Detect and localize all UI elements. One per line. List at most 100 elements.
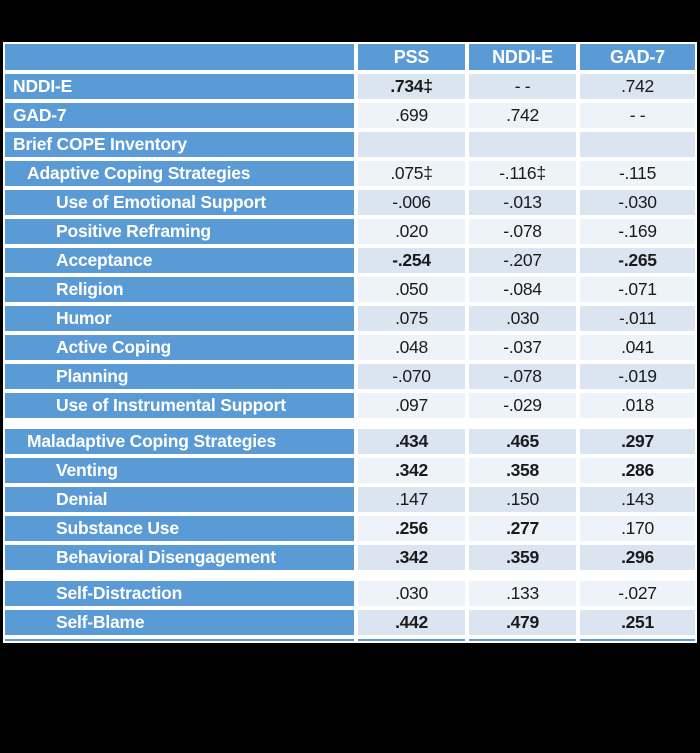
value-cell: .342 xyxy=(356,543,467,572)
table-row: NDDI-E .734‡ - - .742 xyxy=(3,72,697,101)
value-cell: .170 xyxy=(578,514,697,543)
table-row: Active Coping .048 -.037.041 xyxy=(3,333,697,362)
table-row: Self-Distraction .030.133 -.027 xyxy=(3,579,697,608)
correlation-table: PSS NDDI-E GAD-7 NDDI-E .734‡ - - .742 GAD-7.6… xyxy=(3,42,697,643)
table-row: Adaptive Coping Strategies .075‡ -.116‡ -.1… xyxy=(3,159,697,188)
value-cell: .699 xyxy=(356,101,467,130)
value-cell: .742 xyxy=(578,72,697,101)
column-header: NDDI-E xyxy=(467,42,578,72)
value-cell: -.265 xyxy=(578,246,697,275)
value-cell: -.169 xyxy=(578,217,697,246)
value-cell: .742 xyxy=(467,101,578,130)
value-cell: .020 xyxy=(356,217,467,246)
row-label: Substance Use xyxy=(3,514,356,543)
sliver-cell xyxy=(3,637,356,643)
value-cell: .342 xyxy=(356,456,467,485)
value-cell: .286 xyxy=(578,456,697,485)
row-label: Adaptive Coping Strategies xyxy=(3,159,356,188)
row-label: Acceptance xyxy=(3,246,356,275)
value-cell: -.006 xyxy=(356,188,467,217)
value-cell: .048 xyxy=(356,333,467,362)
row-label: Self-Blame xyxy=(3,608,356,637)
value-cell: -.011 xyxy=(578,304,697,333)
sliver-cell xyxy=(467,637,578,643)
value-cell: -.070 xyxy=(356,362,467,391)
row-label: GAD-7 xyxy=(3,101,356,130)
value-cell: -.078 xyxy=(467,217,578,246)
value-cell: .297 xyxy=(578,427,697,456)
table-row: Maladaptive Coping Strategies .434.465.29… xyxy=(3,427,697,456)
value-cell: .075 xyxy=(356,304,467,333)
value-cell: -.116‡ xyxy=(467,159,578,188)
value-cell xyxy=(578,130,697,159)
row-label: Use of Emotional Support xyxy=(3,188,356,217)
table-row: Planning -.070 -.078 -.019 xyxy=(3,362,697,391)
table-row: GAD-7.699.742- - xyxy=(3,101,697,130)
value-cell: .030 xyxy=(467,304,578,333)
table-row: Denial .147.150.143 xyxy=(3,485,697,514)
row-label: Brief COPE Inventory xyxy=(3,130,356,159)
table-header: PSS NDDI-E GAD-7 xyxy=(3,42,697,72)
table-row: Substance Use .256.277.170 xyxy=(3,514,697,543)
row-label: NDDI-E xyxy=(3,72,356,101)
column-header: PSS xyxy=(356,42,467,72)
value-cell: -.207 xyxy=(467,246,578,275)
header-row: PSS NDDI-E GAD-7 xyxy=(3,42,697,72)
value-cell: -.254 xyxy=(356,246,467,275)
value-cell xyxy=(467,130,578,159)
value-cell: .041 xyxy=(578,333,697,362)
value-cell: .018 xyxy=(578,391,697,420)
row-label: Humor xyxy=(3,304,356,333)
value-cell: .359 xyxy=(467,543,578,572)
sliver-cell xyxy=(356,637,467,643)
value-cell: - - xyxy=(578,101,697,130)
value-cell: .434 xyxy=(356,427,467,456)
value-cell: -.019 xyxy=(578,362,697,391)
table-row: Humor .075.030 -.011 xyxy=(3,304,697,333)
value-cell: .256 xyxy=(356,514,467,543)
section-spacer xyxy=(3,572,697,579)
row-label: Use of Instrumental Support xyxy=(3,391,356,420)
table-row: Behavioral Disengagement .342.359.296 xyxy=(3,543,697,572)
value-cell: .465 xyxy=(467,427,578,456)
value-cell: -.030 xyxy=(578,188,697,217)
row-label: Venting xyxy=(3,456,356,485)
row-label: Positive Reframing xyxy=(3,217,356,246)
row-label: Behavioral Disengagement xyxy=(3,543,356,572)
table-row: Venting .342.358.286 xyxy=(3,456,697,485)
value-cell: .147 xyxy=(356,485,467,514)
table-container: PSS NDDI-E GAD-7 NDDI-E .734‡ - - .742 GAD-7.6… xyxy=(3,42,697,643)
value-cell: -.084 xyxy=(467,275,578,304)
value-cell: -.027 xyxy=(578,579,697,608)
table-row: Use of Instrumental Support .097 -.029.018 xyxy=(3,391,697,420)
table-row: Use of Emotional Support -.006 -.013 -.030 xyxy=(3,188,697,217)
table-row: Acceptance -.254 -.207 -.265 xyxy=(3,246,697,275)
value-cell: .075‡ xyxy=(356,159,467,188)
value-cell: -.071 xyxy=(578,275,697,304)
section-spacer xyxy=(3,420,697,427)
value-cell: - - xyxy=(467,72,578,101)
corner-cell xyxy=(3,42,356,72)
value-cell: -.013 xyxy=(467,188,578,217)
row-label: Self-Distraction xyxy=(3,579,356,608)
spacer-cell xyxy=(3,572,697,579)
value-cell: .097 xyxy=(356,391,467,420)
table-row: Religion .050 -.084 -.071 xyxy=(3,275,697,304)
row-label: Planning xyxy=(3,362,356,391)
value-cell: -.115 xyxy=(578,159,697,188)
value-cell: .296 xyxy=(578,543,697,572)
value-cell: .479 xyxy=(467,608,578,637)
value-cell: .050 xyxy=(356,275,467,304)
value-cell: .143 xyxy=(578,485,697,514)
value-cell: .277 xyxy=(467,514,578,543)
row-label: Denial xyxy=(3,485,356,514)
row-label: Maladaptive Coping Strategies xyxy=(3,427,356,456)
table-body: NDDI-E .734‡ - - .742 GAD-7.699.742- - Brief … xyxy=(3,72,697,643)
spacer-cell xyxy=(3,420,697,427)
table-row: Self-Blame .442.479.251 xyxy=(3,608,697,637)
table-footer-sliver xyxy=(3,637,697,643)
value-cell: .030 xyxy=(356,579,467,608)
row-label: Active Coping xyxy=(3,333,356,362)
sliver-cell xyxy=(578,637,697,643)
